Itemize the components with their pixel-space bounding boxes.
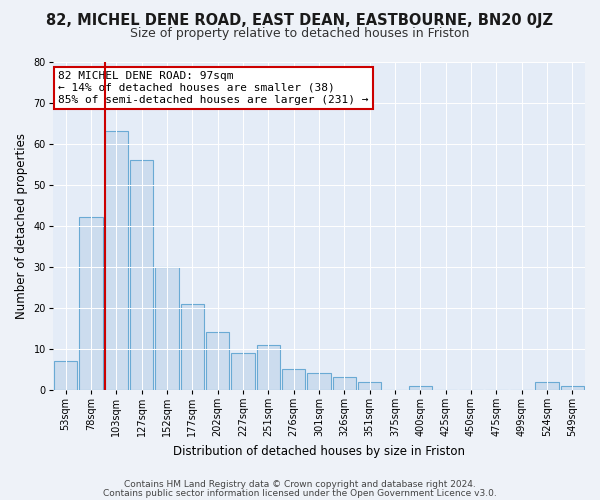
Bar [307, 374, 331, 390]
Text: 82 MICHEL DENE ROAD: 97sqm
← 14% of detached houses are smaller (38)
85% of semi: 82 MICHEL DENE ROAD: 97sqm ← 14% of deta… [58, 72, 368, 104]
Text: 82, MICHEL DENE ROAD, EAST DEAN, EASTBOURNE, BN20 0JZ: 82, MICHEL DENE ROAD, EAST DEAN, EASTBOU… [47, 12, 554, 28]
Bar [155, 266, 179, 390]
Bar [358, 382, 381, 390]
Bar [535, 382, 559, 390]
Bar [282, 369, 305, 390]
Bar [231, 353, 254, 390]
X-axis label: Distribution of detached houses by size in Friston: Distribution of detached houses by size … [173, 444, 465, 458]
Bar [130, 160, 153, 390]
Text: Contains HM Land Registry data © Crown copyright and database right 2024.: Contains HM Land Registry data © Crown c… [124, 480, 476, 489]
Y-axis label: Number of detached properties: Number of detached properties [15, 132, 28, 318]
Bar [332, 378, 356, 390]
Bar [79, 218, 103, 390]
Bar [54, 361, 77, 390]
Bar [181, 304, 204, 390]
Bar [104, 131, 128, 390]
Bar [409, 386, 432, 390]
Bar [206, 332, 229, 390]
Text: Size of property relative to detached houses in Friston: Size of property relative to detached ho… [130, 28, 470, 40]
Text: Contains public sector information licensed under the Open Government Licence v3: Contains public sector information licen… [103, 488, 497, 498]
Bar [560, 386, 584, 390]
Bar [257, 344, 280, 390]
